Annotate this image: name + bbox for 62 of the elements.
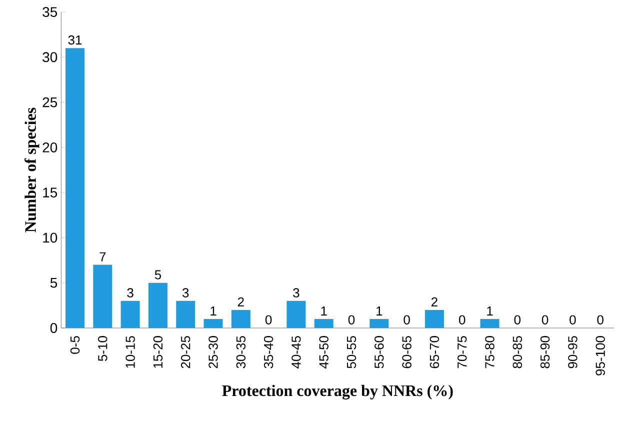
data-label: 2	[238, 297, 244, 306]
x-tick-label: 40-45	[292, 336, 301, 368]
x-tick-label: 35-40	[264, 336, 274, 368]
bar	[314, 318, 334, 328]
bar	[148, 282, 168, 328]
bar	[204, 318, 223, 328]
data-label: 0	[265, 315, 272, 324]
x-tick-label: 5-10	[98, 336, 108, 362]
data-label: 3	[182, 288, 189, 298]
bar	[424, 310, 444, 328]
bar	[93, 264, 112, 328]
x-tick-label: 50-55	[346, 336, 356, 368]
y-tick-label: 15	[43, 188, 58, 198]
x-tick-label: 60-65	[402, 336, 412, 368]
data-label: 31	[68, 35, 82, 45]
data-label: 3	[127, 288, 134, 298]
y-tick-label: 35	[42, 7, 58, 17]
data-label: 1	[376, 306, 382, 316]
data-label: 7	[100, 252, 106, 262]
data-label: 0	[542, 315, 548, 324]
data-label: 0	[570, 315, 576, 324]
bar	[120, 300, 140, 328]
x-tick-label: 95-100	[596, 336, 605, 376]
data-label: 0	[404, 315, 410, 324]
data-label: 0	[458, 315, 466, 324]
y-tick-label: 30	[42, 52, 58, 62]
y-tick-label: 20	[42, 142, 58, 152]
y-axis-title: Number of species	[24, 108, 40, 232]
x-tick-label: 90-95	[568, 336, 578, 368]
x-tick-label: 55-60	[374, 336, 384, 368]
x-tick-label: 15-20	[153, 336, 163, 368]
bar	[286, 300, 306, 328]
bar	[176, 300, 196, 328]
x-tick-label: 85-90	[540, 336, 550, 368]
x-axis-title: Protection coverage by NNRs (%)	[222, 384, 453, 400]
y-tick-label: 25	[42, 97, 58, 108]
data-label: 0	[514, 315, 521, 324]
data-label: 5	[154, 270, 162, 280]
x-tick-label: 70-75	[457, 336, 467, 368]
x-tick-label: 65-70	[430, 336, 440, 368]
data-label: 0	[348, 315, 355, 324]
data-label: 1	[487, 306, 493, 316]
data-label: 2	[431, 297, 438, 306]
y-tick-label: 0	[50, 323, 58, 333]
y-tick-label: 5	[50, 278, 58, 288]
data-label: 3	[293, 288, 300, 298]
x-tick-label: 80-85	[512, 336, 522, 368]
x-tick-label: 10-15	[126, 336, 135, 368]
bar	[480, 318, 500, 328]
bar	[370, 318, 389, 328]
bar	[231, 310, 250, 328]
data-label: 1	[321, 306, 327, 316]
x-tick-label: 25-30	[208, 336, 218, 368]
bar	[66, 48, 84, 328]
x-tick-label: 30-35	[236, 336, 246, 368]
y-tick-label: 10	[43, 232, 58, 243]
x-tick-label: 0-5	[70, 336, 80, 354]
x-tick-label: 45-50	[319, 336, 328, 368]
x-tick-label: 20-25	[180, 336, 190, 368]
x-tick-label: 75-80	[485, 336, 494, 368]
data-label: 0	[597, 315, 604, 324]
data-label: 1	[210, 306, 216, 316]
